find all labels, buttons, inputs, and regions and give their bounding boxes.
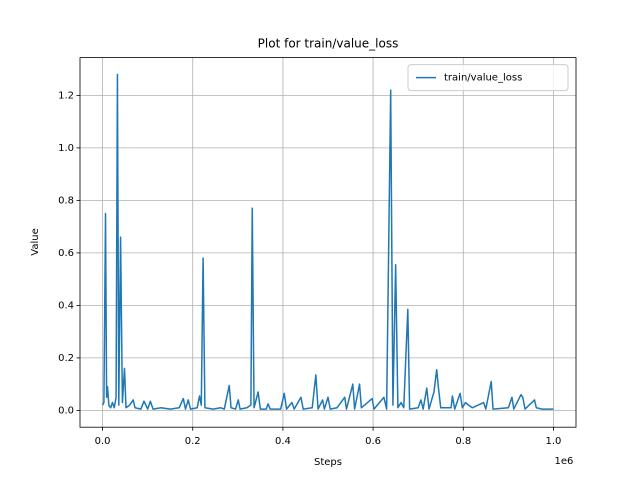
legend-box [407,64,569,92]
y-tick-label: 0.0 [58,405,74,416]
y-tick-label: 0.8 [58,195,74,206]
x-tick-label: 0.8 [455,436,471,447]
x-tick-label: 0.0 [95,436,111,447]
x-tick-label: 0.4 [275,436,291,447]
x-tick-label: 0.6 [365,436,381,447]
y-tick-label: 1.0 [58,143,74,154]
legend-label: train/value_loss [444,73,522,84]
axes-frame [79,57,577,428]
y-axis-label: Value [30,228,41,255]
y-tick-label: 0.4 [58,300,74,311]
x-tick-label: 0.2 [185,436,201,447]
data-line [101,73,554,410]
x-axis-label: Steps [314,457,342,468]
y-tick-label: 1.2 [58,90,74,101]
y-tick-label: 0.2 [58,353,74,364]
y-tick-label: 0.6 [58,248,74,259]
chart-title: Plot for train/value_loss [258,37,399,51]
x-tick-label: 1.0 [546,436,562,447]
x-offset-label: 1e6 [555,456,574,467]
